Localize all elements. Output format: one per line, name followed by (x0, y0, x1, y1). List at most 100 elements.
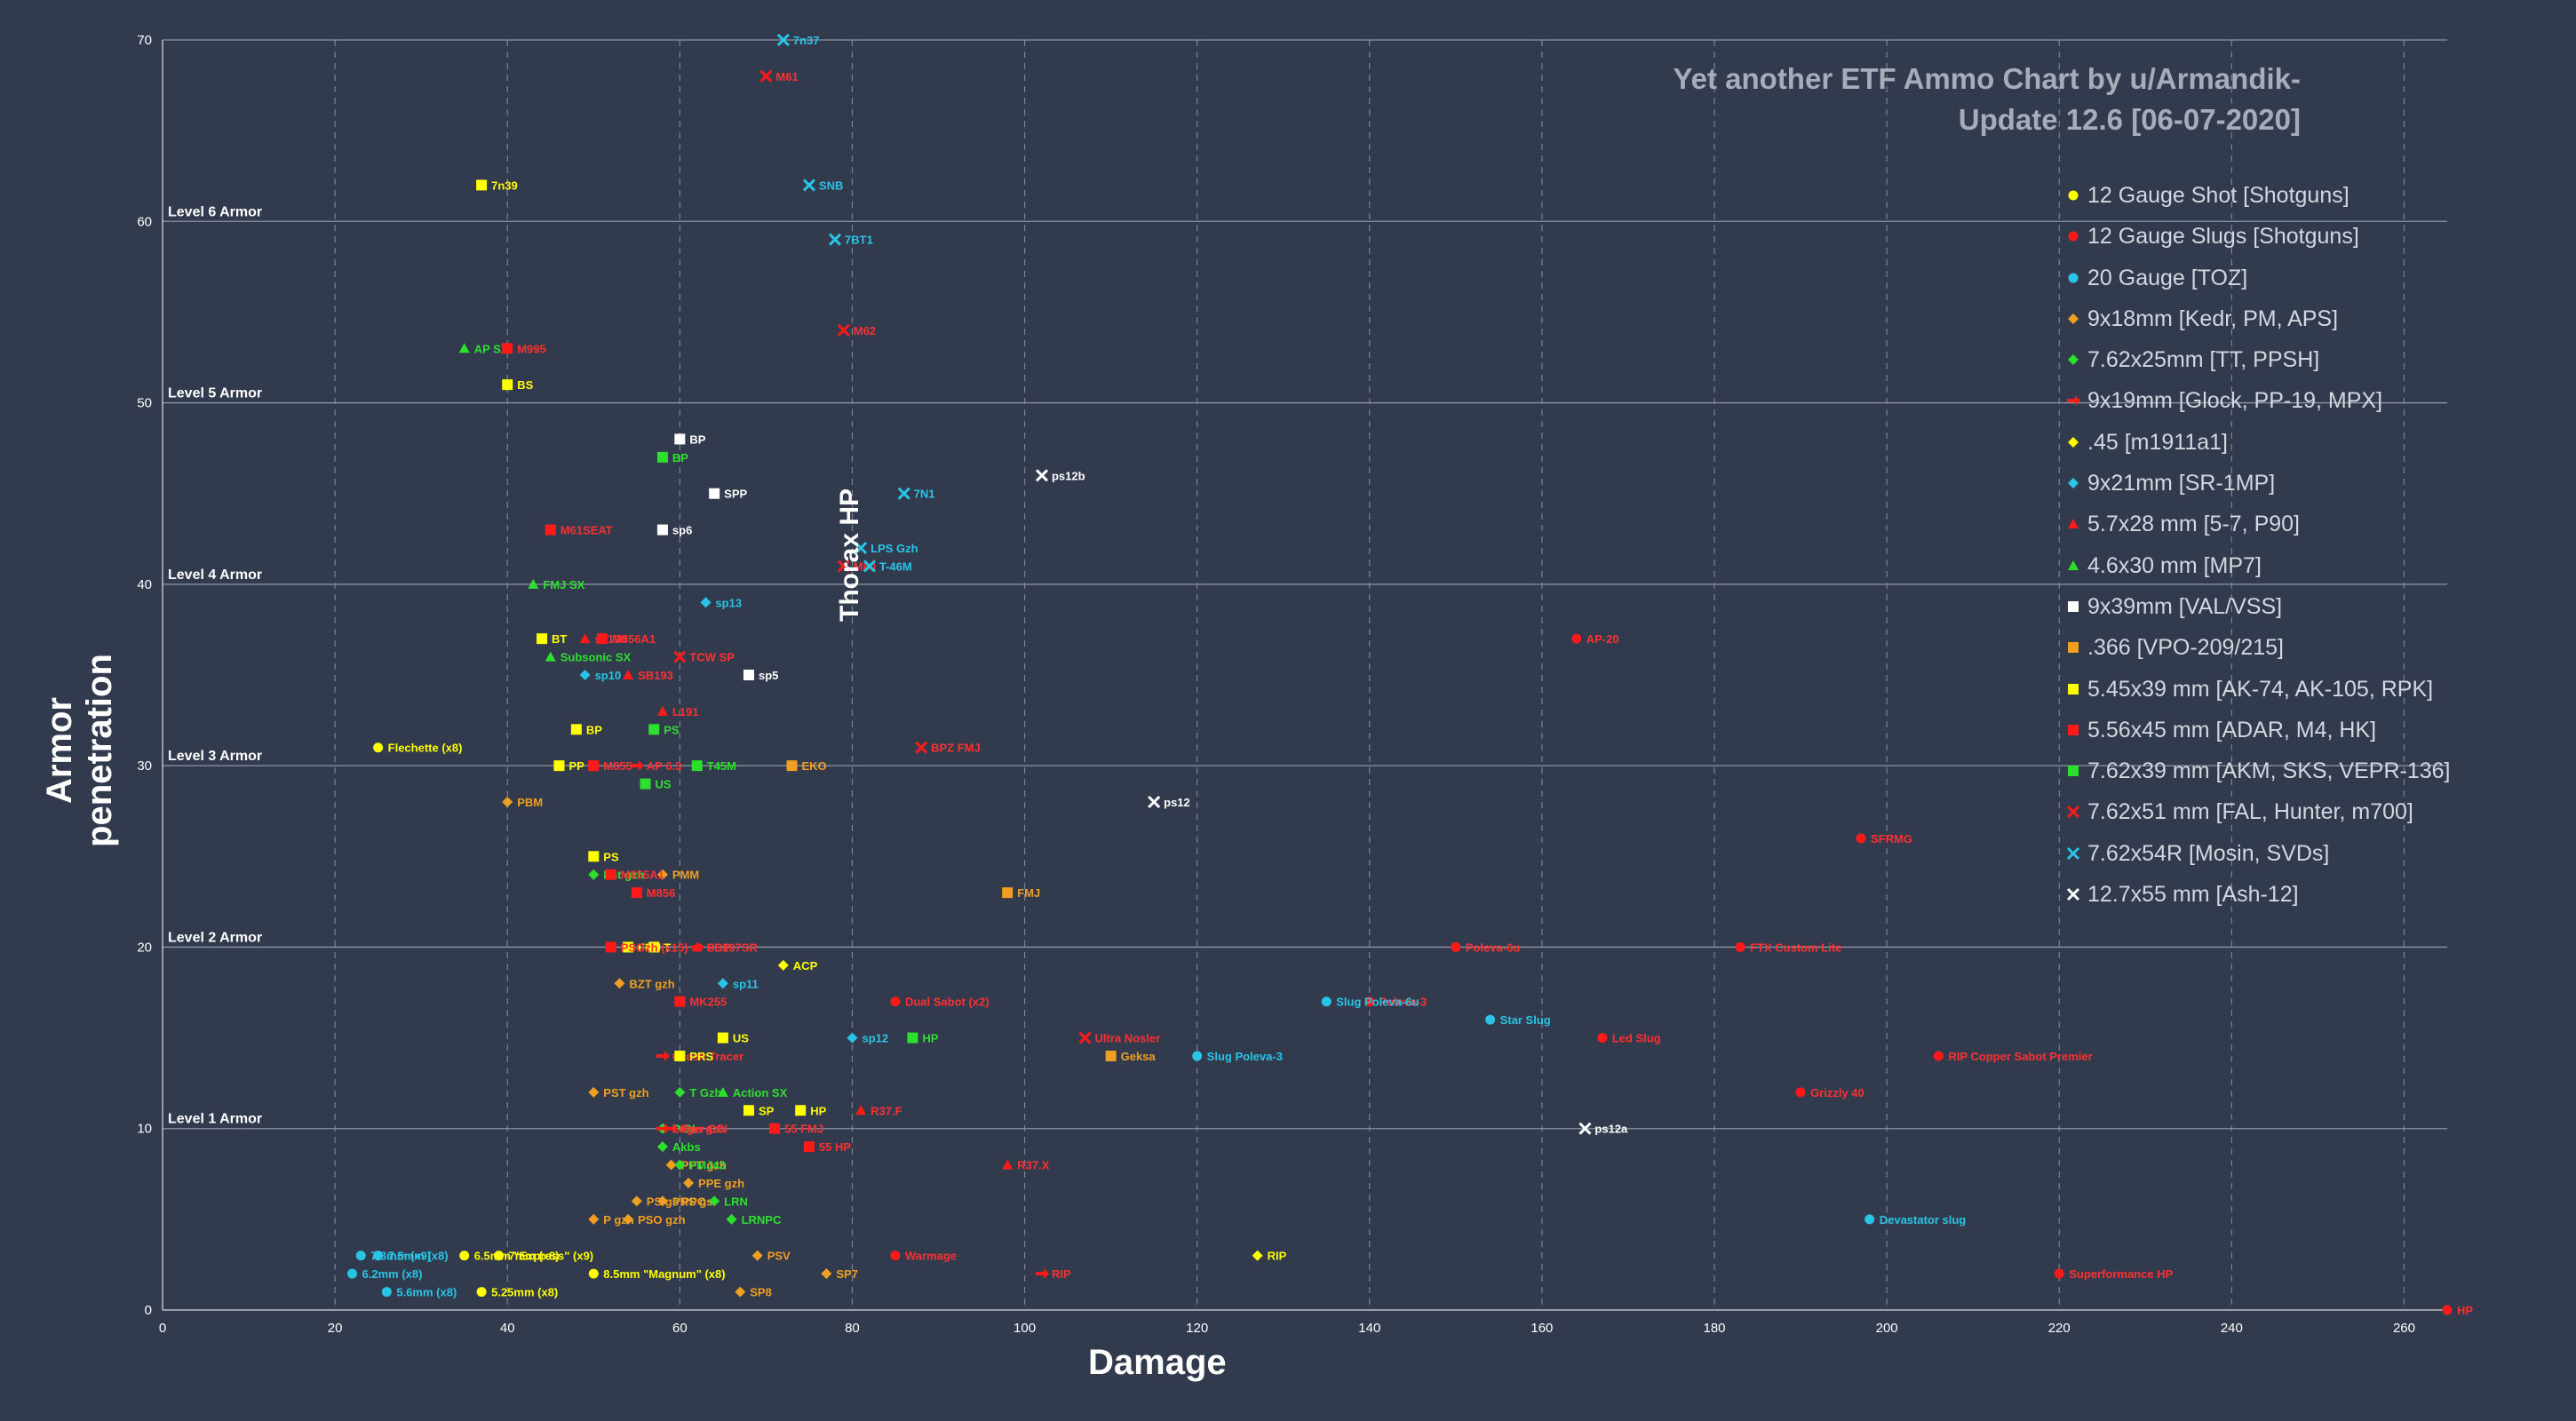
data-point (2066, 846, 2080, 860)
data-label: Luger CCI (672, 1123, 727, 1136)
data-point (863, 560, 876, 573)
data-label: 6.2mm (x8) (362, 1267, 423, 1281)
series: EKO FMJ Geksa (786, 759, 1156, 1063)
chart-title: Yet another ETF Ammo Chart by u/Armandik… (1501, 59, 2301, 140)
legend-item: 9x19mm [Glock, PP-19, MPX] (2061, 383, 2451, 424)
x-tick-label: 120 (1186, 1321, 1208, 1336)
data-label: HP (922, 1032, 938, 1045)
data-point (528, 578, 539, 589)
data-label: Slug Poleva-6u (1336, 996, 1419, 1009)
legend-label: 9x39mm [VAL/VSS] (2087, 593, 2283, 619)
data-point (897, 487, 910, 500)
data-point (717, 978, 728, 989)
data-label: PPE gzh (698, 1177, 744, 1190)
data-label: SB193 (638, 669, 673, 682)
data-label: SP8 (750, 1286, 772, 1299)
legend-marker (2068, 519, 2079, 529)
data-point (691, 941, 703, 952)
legend-marker (2068, 600, 2079, 612)
data-label: LPS Gzh (871, 542, 918, 555)
data-label: TCW SP (689, 651, 735, 664)
data-point (2068, 354, 2079, 366)
data-point (1035, 469, 1049, 482)
data-label: Grizzly 40 (1810, 1086, 1864, 1099)
data-label: AP-20 (1586, 632, 1619, 646)
series: Flechette (x8) 6.5mm "Express" (x9)7mm (x… (373, 742, 726, 1299)
legend-label: 5.45x39 mm [AK-74, AK-105, RPK] (2087, 676, 2434, 702)
data-point (579, 633, 591, 644)
data-label: Pso gzh (681, 1123, 726, 1136)
data-label: SFRMG (1871, 832, 1912, 845)
data-point (2068, 560, 2079, 570)
data-point (579, 670, 591, 680)
data-label: Green Tracer (672, 1050, 743, 1063)
legend-label: 9x19mm [Glock, PP-19, MPX] (2087, 388, 2383, 414)
data-point (502, 379, 513, 391)
data-label: M61SEAT (561, 524, 613, 537)
data-point (656, 1195, 668, 1207)
data-point (2068, 313, 2079, 324)
data-point (855, 1105, 867, 1115)
data-label: 6.5mm "Express" (x9) (474, 1250, 593, 1263)
armor-level-label: Level 2 Armor (168, 930, 262, 945)
data-label: PMM (672, 869, 699, 882)
data-label: Star Slug (1500, 1013, 1551, 1027)
armor-level-label: Level 3 Armor (168, 749, 262, 764)
series: AP SX FMJ SX Subsonic SX Action SX (458, 342, 788, 1099)
series: Slug Poleva-6u Star Slug Slug Poleva-3 Deva… (347, 996, 1966, 1299)
series: ps12b ps12 ps12a (1035, 469, 1628, 1136)
data-point (588, 1213, 600, 1225)
data-label: P GL (672, 1123, 699, 1136)
data-point (656, 451, 668, 463)
data-point (553, 760, 565, 772)
data-label: RIP Copper Sabot Premier (1948, 1050, 2092, 1063)
x-tick-label: 100 (1014, 1321, 1036, 1336)
data-point (373, 1250, 384, 1261)
legend-label: 4.6x30 mm [MP7] (2087, 552, 2262, 578)
data-point (674, 1086, 686, 1098)
legend-item: 9x39mm [VAL/VSS] (2061, 589, 2451, 630)
data-point (717, 1086, 728, 1097)
data-point (545, 651, 556, 662)
data-label: RIP (1052, 1267, 1071, 1281)
legend-marker (2067, 395, 2080, 407)
data-label: Poleva-3 (1379, 996, 1427, 1009)
data-point (1002, 1159, 1014, 1170)
y-tick-label: 10 (137, 1122, 152, 1137)
data-point (623, 670, 634, 679)
data-label: T45M (707, 759, 736, 773)
data-label: 5.25mm (x8) (491, 1286, 558, 1299)
data-label: PSGzh (x15) (621, 941, 688, 954)
x-tick-label: 180 (1704, 1321, 1726, 1336)
data-point (614, 978, 625, 989)
legend-label: 12 Gauge Shot [Shotguns] (2087, 183, 2349, 208)
legend-label: 7.62x39 mm [AKM, SKS, VEPR-136] (2087, 758, 2451, 784)
x-tick-label: 160 (1530, 1321, 1553, 1336)
series: M61 M62 M80 TCW SP BPZ FMJ Ultra Nosler (673, 69, 1160, 1045)
data-point (683, 1178, 695, 1188)
series: BP SPP sp6 sp5 (656, 433, 778, 682)
data-label: MK255 (689, 996, 727, 1009)
data-label: FMJ (1017, 886, 1040, 900)
x-tick-label: 200 (1876, 1321, 1898, 1336)
data-point (502, 797, 513, 807)
data-label: 7mm (x8) (509, 1250, 560, 1263)
legend-item: 5.56x45 mm [ADAR, M4, HK] (2061, 712, 2451, 753)
x-tick-label: 60 (672, 1321, 688, 1336)
data-label: FMJ43 (689, 1159, 725, 1172)
data-label: FTX Custom Lite (1750, 941, 1841, 954)
data-point (630, 760, 644, 772)
data-label: 7n37 (793, 34, 820, 47)
data-label: R37.F (871, 1104, 902, 1117)
data-label: BP (586, 723, 602, 736)
data-label: ps12a (1594, 1123, 1628, 1136)
data-label: PST gzh (603, 1086, 648, 1099)
series: sp13 sp10 sp11 sp12 (579, 596, 888, 1045)
data-label: 7.3mm (x9) (370, 1250, 431, 1263)
data-point (1364, 996, 1375, 1007)
data-label: sp12 (862, 1032, 888, 1045)
data-point (1571, 633, 1582, 644)
data-label: R37.X (1017, 1159, 1049, 1172)
